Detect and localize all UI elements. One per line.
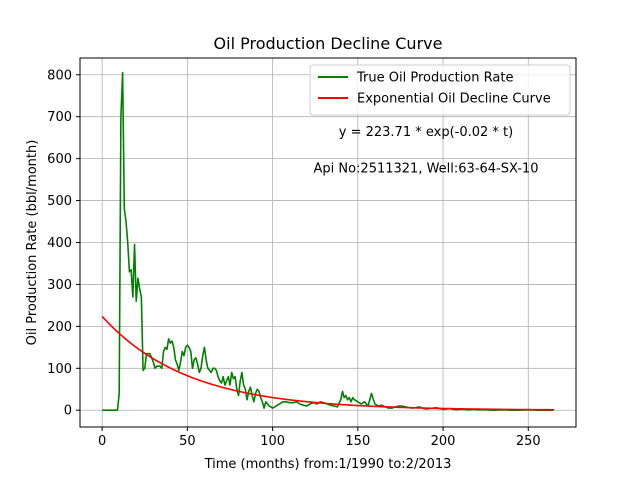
x-tick-label: 0 (98, 434, 106, 449)
x-tick-label: 50 (179, 434, 196, 449)
series-exponential-oil-decline-curve (101, 315, 554, 411)
x-tick-label: 200 (431, 434, 456, 449)
y-tick-label: 100 (47, 362, 72, 377)
y-axis-title: Oil Production Rate (bbl/month) (25, 140, 40, 346)
legend-label-decline-curve: Exponential Oil Decline Curve (357, 92, 551, 107)
y-tick-label: 500 (47, 194, 72, 209)
y-tick-label: 200 (47, 320, 72, 335)
x-tick-label: 150 (345, 434, 370, 449)
annotation-equation: y = 223.71 * exp(-0.02 * t) (339, 125, 513, 140)
y-tick-label: 400 (47, 236, 72, 251)
x-tick-label: 250 (516, 434, 541, 449)
y-tick-label: 300 (47, 278, 72, 293)
legend: True Oil Production Rate Exponential Oil… (309, 64, 571, 116)
annotation-well-info: Api No:2511321, Well:63-64-SX-10 (313, 161, 538, 176)
y-tick-label: 0 (64, 404, 72, 419)
x-axis-title: Time (months) from:1/1990 to:2/2013 (204, 457, 452, 472)
chart-title: Oil Production Decline Curve (214, 34, 443, 53)
y-tick-label: 700 (47, 110, 72, 125)
ticks: 0 50 100 150 200 250 0 100 200 300 400 500 600 700 800 (47, 68, 541, 449)
y-tick-label: 600 (47, 152, 72, 167)
annotations: y = 223.71 * exp(-0.02 * t) Api No:25113… (313, 125, 538, 176)
series-layer (101, 71, 554, 412)
legend-label-true-rate: True Oil Production Rate (356, 71, 513, 86)
y-tick-label: 800 (47, 68, 72, 83)
legend-box (309, 64, 571, 116)
x-tick-label: 100 (260, 434, 285, 449)
